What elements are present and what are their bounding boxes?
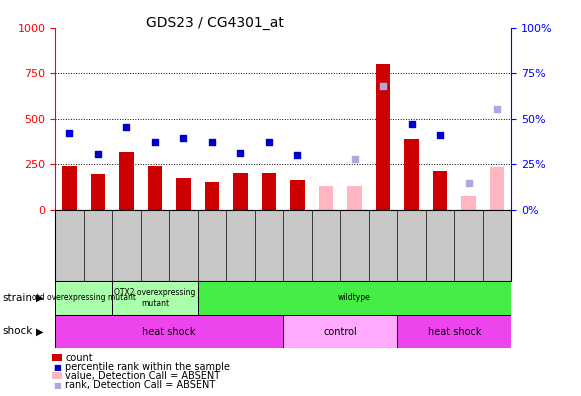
Text: strain: strain [3,293,33,303]
Point [350,156,359,162]
Point [264,139,274,145]
Bar [119,152,134,210]
Point [378,83,388,89]
Text: heat shock: heat shock [428,327,481,337]
Bar [262,173,276,210]
Point [236,150,245,156]
Text: control: control [324,327,357,337]
Bar [347,186,361,210]
Point [94,151,103,158]
Bar [397,315,511,348]
Text: ▶: ▶ [36,293,44,303]
Text: GDS23 / CG4301_at: GDS23 / CG4301_at [146,16,284,30]
Bar [112,281,198,315]
Text: wildtype: wildtype [338,293,371,303]
Bar [290,180,304,210]
Text: shock: shock [3,326,33,337]
Point [150,139,160,146]
Bar [148,166,162,210]
Text: count: count [65,352,93,363]
Text: ▶: ▶ [36,326,44,337]
Bar [177,178,191,210]
Bar [284,315,397,348]
Bar [91,174,105,210]
Text: rank, Detection Call = ABSENT: rank, Detection Call = ABSENT [65,380,216,390]
Point [122,124,131,130]
Text: otd overexpressing mutant: otd overexpressing mutant [32,293,136,303]
Bar [461,196,476,210]
Point [492,106,501,112]
Text: ■: ■ [53,381,61,390]
Bar [198,281,511,315]
Point [464,180,473,187]
Bar [205,182,219,210]
Text: OTX2 overexpressing
mutant: OTX2 overexpressing mutant [114,288,196,308]
Bar [234,173,248,210]
Bar [433,171,447,210]
Text: percentile rank within the sample: percentile rank within the sample [65,362,230,373]
Bar [490,167,504,210]
Bar [404,139,419,210]
Point [207,139,217,146]
Text: ■: ■ [53,363,61,372]
Text: value, Detection Call = ABSENT: value, Detection Call = ABSENT [65,371,220,381]
Point [293,152,302,158]
Bar [319,186,333,210]
Text: heat shock: heat shock [142,327,196,337]
Point [435,132,444,138]
Point [179,135,188,141]
Bar [376,64,390,210]
Point [65,130,74,137]
Bar [55,281,112,315]
Point [407,121,416,128]
Bar [62,166,77,210]
Bar [55,315,284,348]
